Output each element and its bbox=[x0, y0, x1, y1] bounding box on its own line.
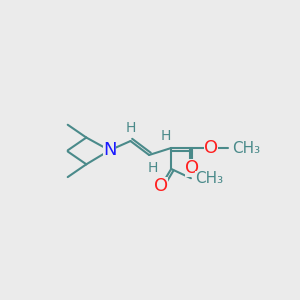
Text: O: O bbox=[185, 159, 199, 177]
Text: CH₃: CH₃ bbox=[232, 140, 260, 155]
Text: H: H bbox=[147, 161, 158, 175]
Text: CH₃: CH₃ bbox=[195, 171, 223, 186]
Text: O: O bbox=[154, 177, 168, 195]
Text: H: H bbox=[160, 129, 171, 143]
Text: O: O bbox=[204, 139, 218, 157]
Text: H: H bbox=[125, 121, 136, 135]
Text: N: N bbox=[103, 141, 116, 159]
